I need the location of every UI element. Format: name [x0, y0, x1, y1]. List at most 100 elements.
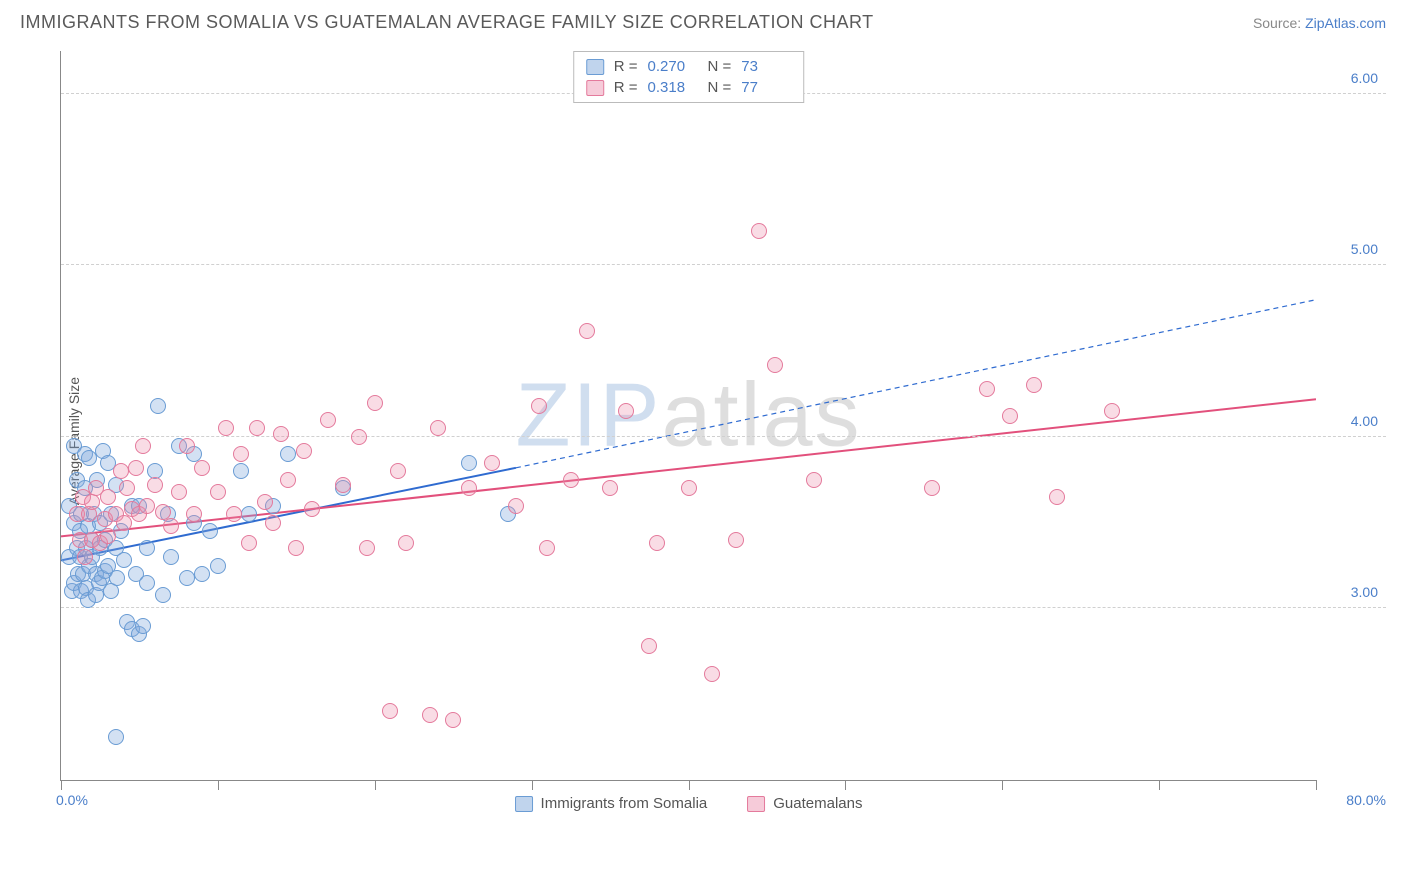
data-point	[602, 480, 618, 496]
data-point	[1026, 377, 1042, 393]
swatch-series2	[747, 796, 765, 812]
data-point	[163, 549, 179, 565]
legend-item-series2: Guatemalans	[747, 795, 862, 812]
data-point	[265, 515, 281, 531]
data-point	[618, 403, 634, 419]
data-point	[179, 570, 195, 586]
data-point	[367, 395, 383, 411]
data-point	[728, 532, 744, 548]
data-point	[288, 540, 304, 556]
data-point	[280, 472, 296, 488]
plot-area: ZIPatlas R = 0.270 N = 73 R = 0.318 N = …	[60, 51, 1316, 781]
data-point	[186, 506, 202, 522]
data-point	[241, 535, 257, 551]
data-point	[100, 528, 116, 544]
data-point	[179, 438, 195, 454]
data-point	[280, 446, 296, 462]
data-point	[194, 460, 210, 476]
y-tick-label: 5.00	[1351, 241, 1378, 257]
data-point	[273, 426, 289, 442]
data-point	[139, 540, 155, 556]
data-point	[135, 438, 151, 454]
data-point	[422, 707, 438, 723]
data-point	[461, 480, 477, 496]
data-point	[128, 460, 144, 476]
data-point	[116, 515, 132, 531]
data-point	[579, 323, 595, 339]
y-tick-label: 6.00	[1351, 70, 1378, 86]
data-point	[210, 484, 226, 500]
data-point	[241, 506, 257, 522]
n-label: N =	[708, 79, 732, 96]
data-point	[233, 463, 249, 479]
data-point	[163, 518, 179, 534]
x-tick	[1002, 780, 1003, 790]
y-tick-label: 4.00	[1351, 413, 1378, 429]
data-point	[320, 412, 336, 428]
legend-label-series2: Guatemalans	[773, 795, 862, 812]
data-point	[1104, 403, 1120, 419]
x-axis-min-label: 0.0%	[56, 792, 88, 808]
data-point	[77, 549, 93, 565]
data-point	[150, 398, 166, 414]
n-value-series1: 73	[741, 58, 791, 75]
data-point	[335, 477, 351, 493]
x-axis-max-label: 80.0%	[1346, 792, 1386, 808]
x-tick	[218, 780, 219, 790]
stats-row-series1: R = 0.270 N = 73	[586, 56, 792, 77]
source-attribution: Source: ZipAtlas.com	[1253, 15, 1386, 31]
data-point	[210, 558, 226, 574]
x-tick	[375, 780, 376, 790]
r-label: R =	[614, 58, 638, 75]
source-prefix: Source:	[1253, 15, 1305, 31]
data-point	[445, 712, 461, 728]
data-point	[304, 501, 320, 517]
data-point	[226, 506, 242, 522]
x-tick	[845, 780, 846, 790]
data-point	[767, 357, 783, 373]
data-point	[194, 566, 210, 582]
data-point	[563, 472, 579, 488]
swatch-series1	[515, 796, 533, 812]
x-tick	[1159, 780, 1160, 790]
data-point	[1002, 408, 1018, 424]
x-tick	[532, 780, 533, 790]
legend-label-series1: Immigrants from Somalia	[541, 795, 708, 812]
swatch-series2	[586, 80, 604, 96]
source-link[interactable]: ZipAtlas.com	[1305, 15, 1386, 31]
data-point	[218, 420, 234, 436]
data-point	[641, 638, 657, 654]
data-point	[398, 535, 414, 551]
data-point	[147, 477, 163, 493]
data-point	[249, 420, 265, 436]
data-point	[202, 523, 218, 539]
data-point	[924, 480, 940, 496]
data-point	[109, 570, 125, 586]
data-point	[979, 381, 995, 397]
swatch-series1	[586, 59, 604, 75]
n-label: N =	[708, 58, 732, 75]
gridline	[61, 436, 1386, 437]
gridline	[61, 264, 1386, 265]
chart-container: Average Family Size ZIPatlas R = 0.270 N…	[50, 41, 1386, 841]
data-point	[390, 463, 406, 479]
data-point	[430, 420, 446, 436]
data-point	[382, 703, 398, 719]
data-point	[113, 463, 129, 479]
r-label: R =	[614, 79, 638, 96]
data-point	[751, 223, 767, 239]
r-value-series1: 0.270	[648, 58, 698, 75]
data-point	[681, 480, 697, 496]
data-point	[484, 455, 500, 471]
chart-header: IMMIGRANTS FROM SOMALIA VS GUATEMALAN AV…	[0, 0, 1406, 41]
data-point	[135, 618, 151, 634]
watermark-zip: ZIP	[515, 365, 661, 465]
data-point	[257, 494, 273, 510]
stats-legend: R = 0.270 N = 73 R = 0.318 N = 77	[573, 51, 805, 103]
data-point	[119, 480, 135, 496]
stats-row-series2: R = 0.318 N = 77	[586, 77, 792, 98]
data-point	[461, 455, 477, 471]
data-point	[116, 552, 132, 568]
data-point	[649, 535, 665, 551]
data-point	[359, 540, 375, 556]
